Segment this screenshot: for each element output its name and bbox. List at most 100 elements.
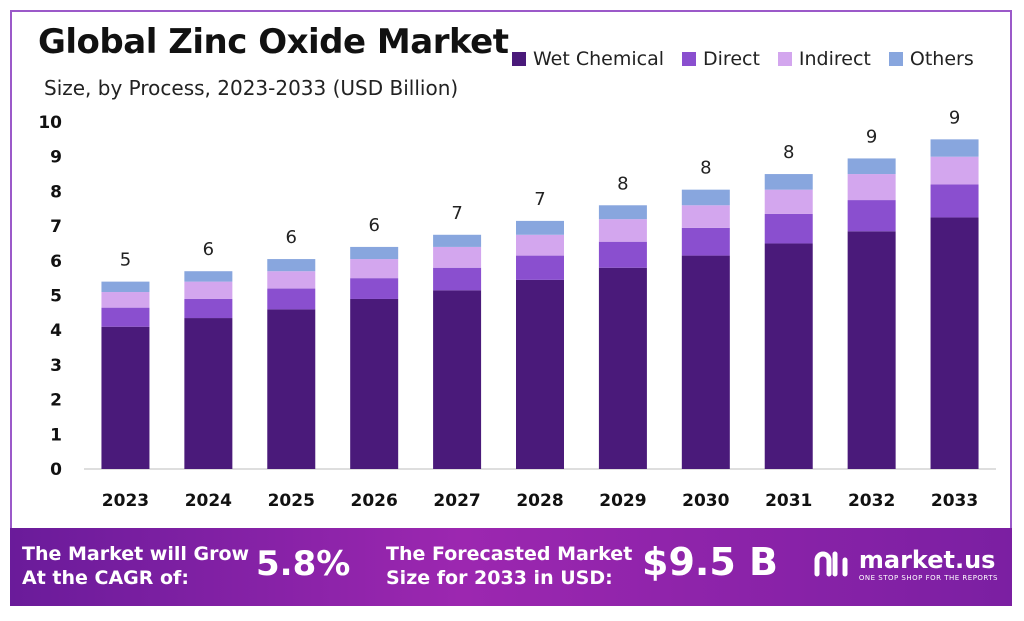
y-tick-label: 2: [50, 391, 62, 411]
bar-total-label: 9: [866, 126, 877, 147]
forecast-label-line2: Size for 2033 in USD:: [386, 567, 613, 589]
legend-item-others: Others: [888, 48, 974, 70]
y-tick-label: 10: [38, 113, 62, 133]
bar-total-label: 8: [617, 173, 628, 194]
cagr-label-line2: At the CAGR of:: [22, 567, 189, 589]
x-tick-label: 2025: [268, 491, 315, 511]
bar-segment-indirect: [764, 189, 813, 214]
bar-total-label: 8: [700, 158, 711, 179]
bar-segment-others: [350, 246, 399, 260]
brand-logo-icon: [814, 551, 848, 577]
legend-swatch-indirect: [777, 52, 792, 66]
bar-segment-indirect: [350, 259, 399, 279]
cagr-value: 5.8%: [256, 544, 351, 584]
bar-segment-indirect: [598, 219, 647, 242]
bar-segment-wet-chemical: [516, 279, 564, 469]
bar-total-label: 5: [120, 250, 131, 271]
bar-segment-others: [847, 158, 896, 175]
chart-legend: Wet Chemical Direct Indirect Others: [512, 48, 974, 70]
bar-total-label: 7: [451, 203, 462, 224]
bar-segment-direct: [433, 267, 482, 291]
bar-segment-direct: [267, 288, 316, 310]
bar-total-label: 6: [368, 215, 379, 236]
bar-segment-direct: [847, 200, 896, 232]
chart-title: Global Zinc Oxide Market: [38, 22, 509, 62]
brand-logo: market.us ONE STOP SHOP FOR THE REPORTS: [814, 546, 998, 582]
bar-segment-others: [681, 189, 730, 206]
x-tick-label: 2029: [599, 491, 646, 511]
brand-tagline: ONE STOP SHOP FOR THE REPORTS: [858, 574, 998, 582]
legend-label-direct: Direct: [703, 48, 760, 70]
chart-frame: [10, 10, 1012, 606]
y-tick-label: 3: [50, 356, 62, 376]
bar-segment-indirect: [267, 271, 316, 289]
bar-segment-others: [101, 281, 150, 293]
x-tick-label: 2026: [351, 491, 398, 511]
x-tick-label: 2031: [765, 491, 812, 511]
legend-swatch-direct: [682, 52, 697, 66]
bar-segment-others: [184, 271, 233, 282]
bar-segment-wet-chemical: [598, 267, 647, 469]
y-tick-label: 6: [50, 252, 62, 272]
bar-segment-others: [598, 205, 647, 220]
bar-segment-wet-chemical: [350, 298, 399, 469]
bar-segment-indirect: [930, 156, 979, 185]
brand-name: market.us: [858, 546, 996, 574]
x-tick-label: 2027: [433, 491, 480, 511]
bar-segment-others: [267, 259, 316, 272]
legend-swatch-others: [888, 52, 903, 66]
bar-total-label: 6: [203, 239, 214, 260]
bar-segment-wet-chemical: [681, 255, 730, 469]
footer-banner: The Market will Grow At the CAGR of: 5.8…: [10, 528, 1012, 606]
y-tick-label: 9: [50, 148, 62, 168]
legend-item-indirect: Indirect: [777, 48, 871, 70]
y-tick-label: 5: [50, 287, 62, 307]
bar-total-label: 9: [949, 107, 960, 128]
y-tick-label: 1: [50, 425, 62, 445]
bar-segment-direct: [350, 278, 399, 299]
bar-segment-indirect: [101, 292, 150, 308]
bar-segment-others: [516, 220, 564, 235]
forecast-label-line1: The Forecasted Market: [386, 543, 633, 565]
bar-segment-wet-chemical: [101, 326, 150, 469]
bar-segment-wet-chemical: [267, 309, 316, 469]
y-tick-label: 4: [50, 321, 62, 341]
bar-segment-indirect: [847, 174, 896, 201]
bar-segment-wet-chemical: [930, 217, 979, 469]
bar-segment-direct: [101, 307, 150, 327]
bar-total-label: 7: [534, 189, 545, 210]
x-tick-label: 2030: [682, 491, 729, 511]
bar-total-label: 6: [286, 227, 297, 248]
bar-segment-direct: [681, 227, 730, 256]
bar-segment-indirect: [433, 246, 482, 268]
bar-segment-direct: [930, 184, 979, 218]
bar-segment-others: [433, 234, 482, 247]
legend-item-wet-chemical: Wet Chemical: [512, 48, 664, 70]
bar-segment-indirect: [184, 281, 233, 299]
bar-segment-wet-chemical: [764, 243, 813, 469]
legend-item-direct: Direct: [682, 48, 760, 70]
legend-swatch-wet-chemical: [512, 52, 526, 66]
x-tick-label: 2032: [848, 491, 895, 511]
bar-segment-direct: [598, 241, 647, 268]
chart-subtitle: Size, by Process, 2023-2033 (USD Billion…: [44, 76, 459, 100]
bar-segment-direct: [516, 255, 564, 280]
x-tick-label: 2033: [931, 491, 978, 511]
bar-segment-wet-chemical: [847, 231, 896, 469]
legend-label-wet-chemical: Wet Chemical: [533, 48, 665, 70]
x-tick-label: 2028: [516, 491, 563, 511]
x-tick-label: 2023: [102, 491, 149, 511]
bar-segment-wet-chemical: [184, 318, 233, 469]
bar-segment-wet-chemical: [433, 290, 482, 469]
bar-segment-others: [930, 139, 979, 157]
cagr-label: The Market will Grow At the CAGR of:: [22, 542, 249, 590]
legend-label-indirect: Indirect: [798, 48, 871, 70]
bar-segment-direct: [764, 213, 813, 244]
y-tick-label: 8: [50, 182, 62, 202]
forecast-value: $9.5 B: [642, 540, 778, 584]
bar-segment-indirect: [516, 234, 564, 256]
forecast-label: The Forecasted Market Size for 2033 in U…: [386, 542, 632, 590]
bar-segment-direct: [184, 298, 233, 319]
bar-total-label: 8: [783, 142, 794, 163]
